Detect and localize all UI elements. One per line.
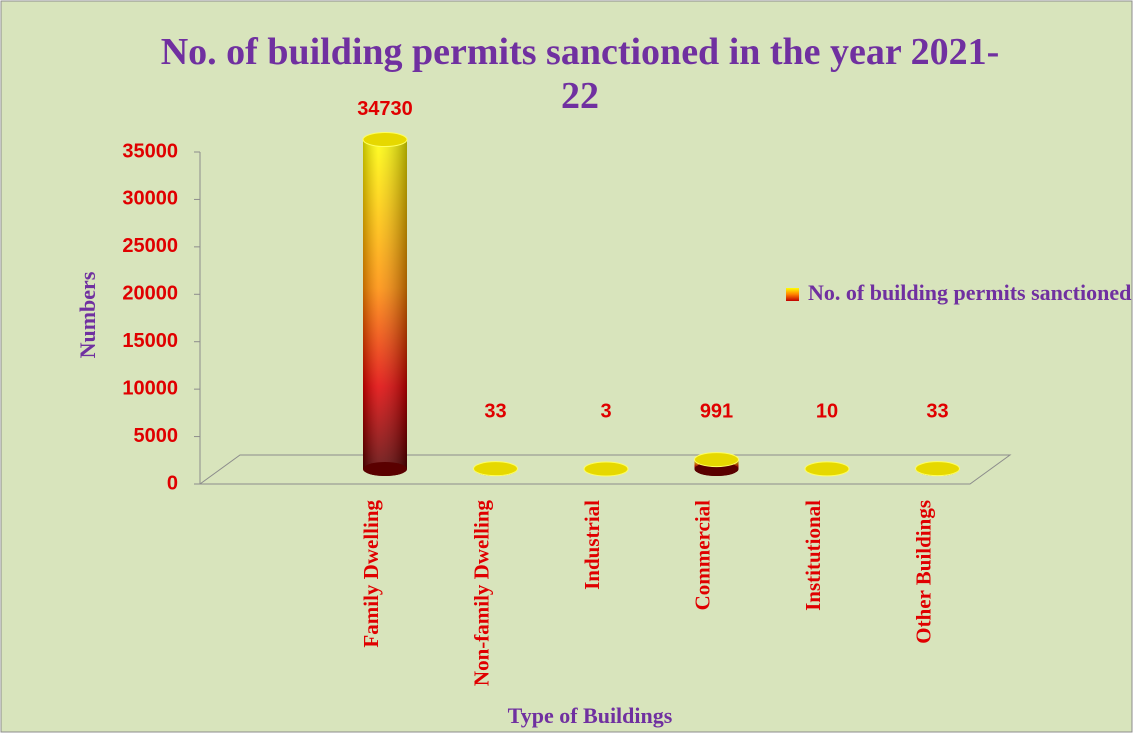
y-tick-label: 20000 (122, 283, 178, 305)
value-label: 991 (700, 400, 733, 422)
value-label: 33 (484, 400, 506, 422)
y-tick-label: 10000 (122, 377, 178, 399)
value-label: 33 (926, 400, 948, 422)
y-tick-label: 25000 (122, 235, 178, 257)
bar-top (473, 461, 518, 477)
x-tick-label: Commercial (690, 500, 714, 611)
y-tick-label: 0 (167, 472, 178, 494)
x-tick-label: Non-family Dwelling (469, 500, 493, 687)
y-tick-label: 35000 (122, 140, 178, 162)
bar-top (694, 452, 739, 468)
bar-base-front (363, 462, 407, 476)
legend-label: No. of building permits sanctioned (808, 280, 1132, 305)
x-axis-title: Type of Buildings (508, 703, 673, 728)
chart-title: No. of building permits sanctioned in th… (160, 31, 1000, 117)
bar-top (362, 132, 408, 148)
legend: No. of building permits sanctioned (786, 278, 1134, 308)
y-axis-title: Numbers (75, 271, 100, 358)
x-tick-label: Institutional (801, 500, 825, 611)
x-tick-label: Other Buildings (911, 500, 935, 644)
y-tick-label: 15000 (122, 330, 178, 352)
x-tick-label: Industrial (580, 500, 604, 590)
bar-top (583, 461, 629, 477)
legend-key (786, 288, 799, 301)
bar-top (915, 461, 960, 477)
x-tick-label: Family Dwelling (359, 500, 383, 648)
bar-shade (363, 139, 407, 469)
value-label: 10 (816, 400, 838, 422)
y-tick-label: 5000 (134, 425, 179, 447)
bar-top (804, 461, 850, 477)
y-tick-label: 30000 (122, 188, 178, 210)
value-label: 34730 (357, 98, 413, 120)
value-label: 3 (600, 400, 611, 422)
